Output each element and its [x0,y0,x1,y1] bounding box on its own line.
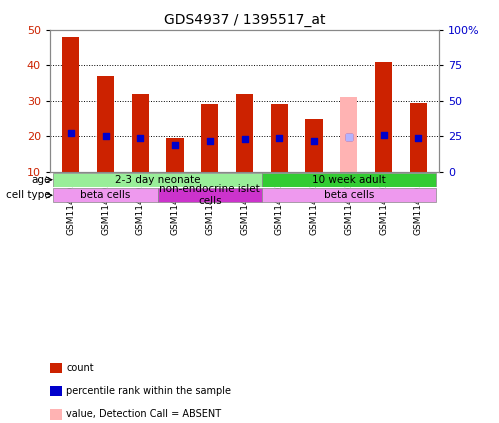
Bar [375,62,392,172]
Bar [305,118,323,172]
Text: beta cells: beta cells [323,190,374,200]
Point [414,135,422,141]
Text: value, Detection Call = ABSENT: value, Detection Call = ABSENT [66,409,222,419]
Text: beta cells: beta cells [80,190,131,200]
Point [67,130,75,137]
Text: 2-3 day neonate: 2-3 day neonate [115,175,201,185]
Bar [236,93,253,172]
Point [275,135,283,142]
Bar [132,93,149,172]
Bar [62,37,79,172]
FancyBboxPatch shape [53,188,158,202]
Bar [97,76,114,172]
Bar [410,102,427,172]
FancyBboxPatch shape [262,188,436,202]
Text: cell type: cell type [6,190,50,200]
Text: 10 week adult: 10 week adult [312,175,386,185]
Bar [166,138,184,172]
Point [171,141,179,148]
Point [310,137,318,144]
FancyBboxPatch shape [262,173,436,187]
Text: non-endocrine islet
cells: non-endocrine islet cells [159,184,260,206]
Point [136,135,144,142]
Point [101,133,109,140]
Point [345,134,353,140]
Bar [270,104,288,172]
Bar [340,97,357,172]
Point [241,136,249,143]
Text: percentile rank within the sample: percentile rank within the sample [66,386,232,396]
FancyBboxPatch shape [158,188,262,202]
Text: age: age [31,175,50,185]
FancyBboxPatch shape [53,173,262,187]
Text: count: count [66,363,94,373]
Point [345,134,353,140]
Title: GDS4937 / 1395517_at: GDS4937 / 1395517_at [164,13,325,27]
Point [206,138,214,145]
Point [380,132,388,138]
Bar [201,104,219,172]
